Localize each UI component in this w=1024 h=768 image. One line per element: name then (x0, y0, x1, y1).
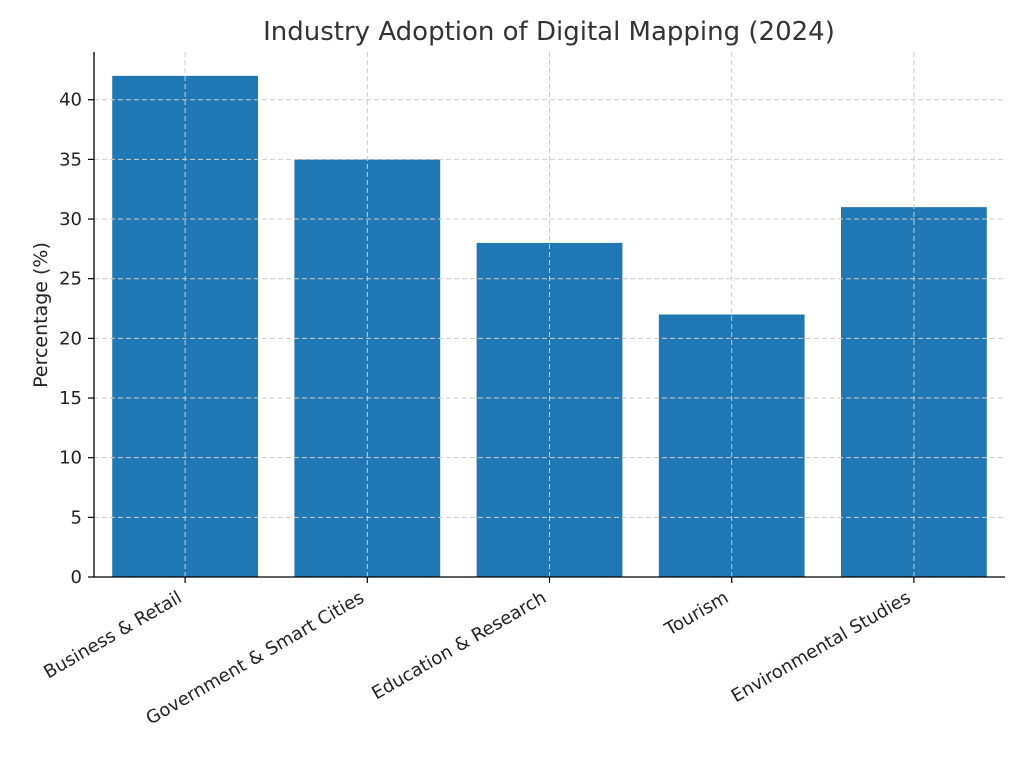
y-tick-label-35: 35 (59, 149, 82, 170)
y-tick-label-25: 25 (59, 269, 82, 290)
y-tick-label-5: 5 (71, 507, 82, 528)
y-tick-label-0: 0 (71, 567, 82, 588)
y-tick-label-20: 20 (59, 328, 82, 349)
x-tick-label-2: Education & Research (368, 587, 550, 704)
chart-title: Industry Adoption of Digital Mapping (20… (263, 17, 835, 47)
x-tick-label-3: Tourism (660, 587, 732, 641)
y-ticks: 0 5 10 15 20 25 30 35 40 (59, 90, 94, 588)
x-tick-label-4: Environmental Studies (728, 587, 915, 707)
y-tick-label-10: 10 (59, 448, 82, 469)
bar-2 (476, 242, 623, 577)
x-tick-label-0: Business & Retail (40, 587, 185, 683)
y-tick-label-15: 15 (59, 388, 82, 409)
y-tick-label-30: 30 (59, 209, 82, 230)
y-tick-label-40: 40 (59, 90, 82, 111)
y-axis-label: Percentage (%) (30, 242, 52, 388)
